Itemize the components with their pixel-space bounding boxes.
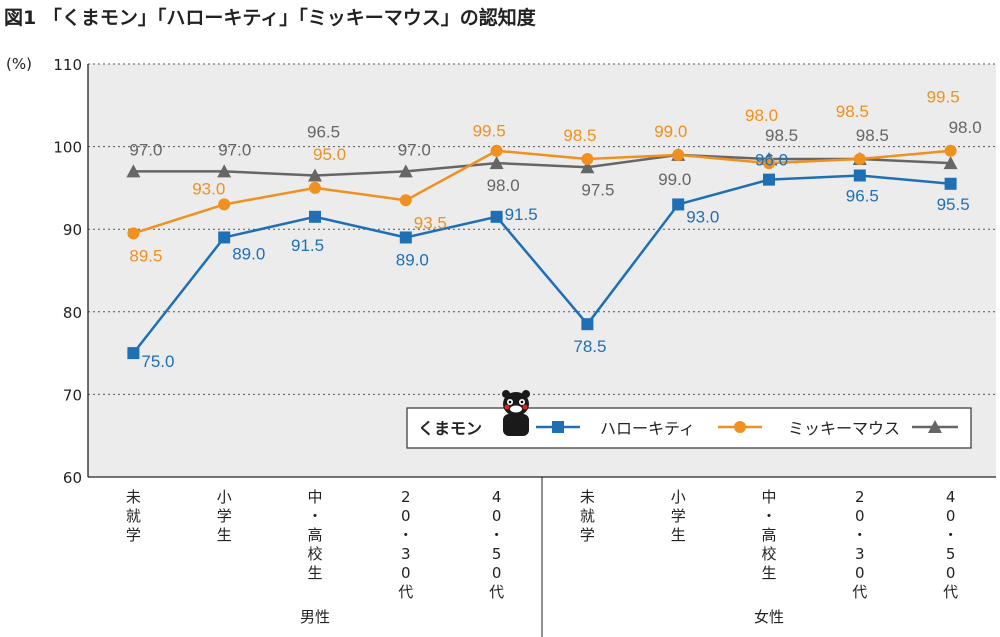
group-label: 男性 <box>300 608 330 626</box>
data-point-marker <box>581 152 594 165</box>
data-label: 95.0 <box>313 145 346 164</box>
data-label: 98.5 <box>836 102 869 121</box>
data-point-marker <box>127 227 140 240</box>
data-label: 89.0 <box>232 244 265 263</box>
y-tick-label: 90 <box>63 221 82 239</box>
legend-label-hellokitty: ハローキティ <box>600 419 695 438</box>
data-point-marker <box>490 210 503 223</box>
data-labels: 75.0 89.0 91.5 89.0 91.5 78.5 93.0 96.0 96.5 95.5… <box>129 88 981 371</box>
data-label: 98.5 <box>563 126 596 145</box>
data-point-marker <box>763 157 775 170</box>
chart-title: 図1 「くまモン」「ハローキティ」「ミッキーマウス」の認知度 <box>4 6 537 29</box>
series-line-0 <box>132 174 951 354</box>
data-point-marker <box>853 152 866 165</box>
category-label: 中・高校生 <box>307 488 322 582</box>
data-point-marker <box>218 231 231 244</box>
data-point-marker <box>309 210 321 223</box>
y-tick-label: 110 <box>53 56 82 74</box>
data-label: 89.5 <box>129 246 162 265</box>
data-point-marker <box>399 194 412 207</box>
data-label: 99.0 <box>658 170 691 189</box>
data-point-marker <box>581 318 594 331</box>
data-point-marker <box>944 144 957 157</box>
data-point-marker <box>490 144 503 157</box>
data-label: 89.0 <box>396 250 429 269</box>
legend-label-mickey: ミッキーマウス <box>788 419 900 438</box>
data-point-marker <box>218 198 231 211</box>
data-point-marker <box>943 156 958 170</box>
category-label: 中・高校生 <box>761 488 776 582</box>
legend-square-icon <box>552 421 564 433</box>
data-point-marker <box>763 173 775 186</box>
data-label: 97.5 <box>581 180 614 199</box>
data-label: 96.5 <box>846 187 879 206</box>
data-label: 98.0 <box>949 118 982 137</box>
legend-circle-icon <box>734 421 746 433</box>
data-label: 93.0 <box>686 207 719 226</box>
data-point-marker <box>672 148 685 161</box>
data-label: 98.0 <box>487 176 520 195</box>
data-point-marker <box>580 160 595 174</box>
data-label: 97.0 <box>218 140 251 159</box>
data-label: 98.5 <box>765 126 798 145</box>
data-point-marker <box>308 168 322 182</box>
data-label: 98.5 <box>856 126 889 145</box>
data-label: 95.5 <box>937 195 970 214</box>
category-label: 小学生 <box>671 488 686 544</box>
data-point-marker <box>399 231 412 244</box>
data-label: 98.0 <box>745 106 778 125</box>
legend: くまモン ハローキティ ミッキーマウス <box>406 390 972 449</box>
data-point-marker <box>672 198 685 211</box>
data-label: 91.5 <box>505 205 538 224</box>
data-label: 91.5 <box>291 236 324 255</box>
data-point-marker <box>398 164 413 178</box>
data-label: 78.5 <box>573 337 606 356</box>
category-label: 4 0 ・ 5 0 代 <box>943 488 958 601</box>
group-label: 女性 <box>754 608 784 626</box>
data-point-marker <box>853 169 866 182</box>
y-tick-label: 80 <box>63 304 82 322</box>
data-label: 93.0 <box>192 179 225 198</box>
series-lines <box>126 144 958 360</box>
group-labels: 男性 女性 <box>300 608 784 626</box>
data-point-marker <box>217 164 232 178</box>
y-tick-label: 100 <box>53 139 82 157</box>
category-label: 未就学 <box>580 488 595 544</box>
y-unit-label: (%) <box>6 55 32 73</box>
y-tick-labels: 60 70 80 90 100 110 <box>53 56 82 487</box>
y-tick-label: 70 <box>63 386 82 404</box>
category-label: 2 0 ・ 3 0 代 <box>852 488 867 601</box>
data-point-marker <box>309 181 321 194</box>
category-label: 2 0 ・ 3 0 代 <box>398 488 413 601</box>
category-label: 未就学 <box>126 488 141 544</box>
category-label: 小学生 <box>217 488 232 544</box>
grid-lines <box>88 63 996 395</box>
y-tick-label: 60 <box>63 469 82 487</box>
series-line-2 <box>133 153 951 177</box>
kumamon-mascot-icon <box>502 390 530 436</box>
data-label: 99.5 <box>473 122 506 141</box>
data-label: 96.0 <box>755 151 788 170</box>
data-point-marker <box>489 156 504 170</box>
data-label: 75.0 <box>141 352 174 371</box>
legend-label-kumamon: くまモン <box>418 419 482 438</box>
legend-items: くまモン ハローキティ ミッキーマウス <box>418 419 958 438</box>
data-point-marker <box>126 164 141 178</box>
data-label: 97.0 <box>129 140 162 159</box>
data-label: 93.5 <box>414 213 447 232</box>
series-line-1 <box>133 149 951 235</box>
axes <box>87 64 996 637</box>
data-point-marker <box>127 347 140 360</box>
data-point-marker <box>944 177 957 190</box>
legend-box <box>406 407 972 449</box>
category-labels: 未就学 小学生 中・高校生 2 0 ・ 3 0 代 4 0 ・ 5 0 代 未就学 小学生 中・高校生 2 0 ・ 3 0 代… <box>126 488 958 601</box>
category-label: 4 0 ・ 5 0 代 <box>489 488 504 601</box>
data-label: 97.0 <box>398 140 431 159</box>
legend-triangle-icon <box>928 420 942 433</box>
data-label: 99.5 <box>927 88 960 107</box>
data-label: 99.0 <box>654 122 687 141</box>
data-label: 96.5 <box>307 123 340 142</box>
